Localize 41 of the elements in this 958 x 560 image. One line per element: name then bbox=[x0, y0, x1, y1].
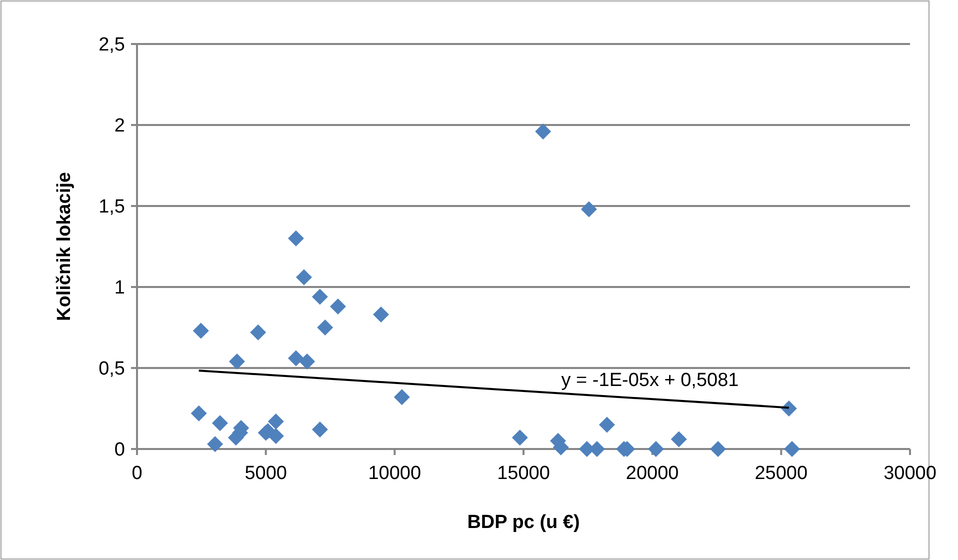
y-tick-label: 1,5 bbox=[98, 196, 125, 218]
x-tick-label: 15000 bbox=[497, 463, 550, 484]
point bbox=[710, 441, 726, 457]
y-tick-label: 1 bbox=[114, 278, 125, 299]
point bbox=[207, 436, 224, 452]
point bbox=[670, 431, 687, 448]
point bbox=[192, 322, 209, 339]
point bbox=[330, 298, 346, 314]
y-tick-label: 2 bbox=[114, 116, 125, 137]
point bbox=[598, 416, 615, 433]
point bbox=[512, 430, 528, 446]
y-axis-title: Količnik lokacije bbox=[54, 172, 75, 321]
point bbox=[373, 306, 390, 323]
annotation: y = -1E-05x + 0,5081 bbox=[561, 370, 739, 391]
point bbox=[312, 422, 328, 438]
y-tick-label: 2,5 bbox=[98, 34, 125, 56]
point bbox=[580, 201, 597, 218]
point bbox=[317, 320, 334, 336]
x-tick-label: 5000 bbox=[244, 463, 287, 484]
point bbox=[288, 350, 304, 366]
x-tick-label: 20000 bbox=[626, 463, 679, 484]
point bbox=[312, 288, 328, 305]
point bbox=[784, 441, 800, 457]
x-tick-label: 0 bbox=[132, 463, 142, 484]
point bbox=[299, 354, 316, 370]
x-tick-label: 25000 bbox=[754, 463, 808, 484]
x-tick-label: 30000 bbox=[884, 463, 936, 484]
point bbox=[212, 415, 228, 432]
point bbox=[648, 441, 664, 457]
point bbox=[190, 405, 207, 422]
point bbox=[228, 354, 245, 370]
point bbox=[268, 413, 284, 430]
x-axis-title: BDP pc (u €) bbox=[467, 512, 580, 533]
point bbox=[296, 269, 312, 286]
y-tick-label: 0 bbox=[114, 440, 125, 461]
point bbox=[535, 123, 552, 140]
x-tick-label: 10000 bbox=[368, 463, 422, 484]
point bbox=[394, 389, 410, 406]
point bbox=[288, 230, 304, 246]
point bbox=[250, 324, 266, 340]
y-tick-label: 0,5 bbox=[98, 358, 125, 380]
